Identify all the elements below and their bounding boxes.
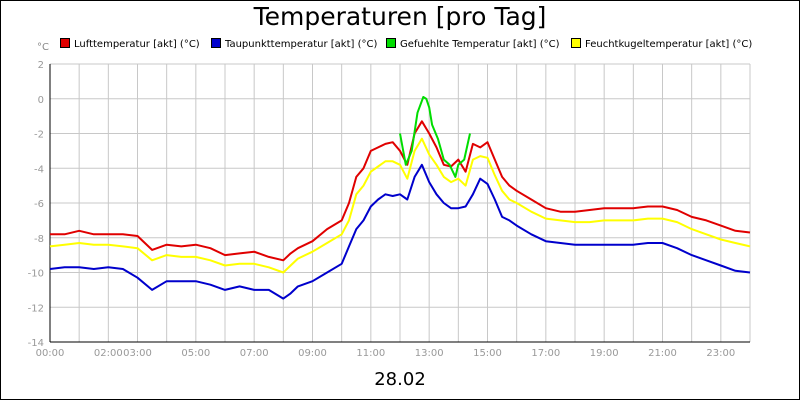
- series-line-feuchtkugeltemperatur: [49, 137, 751, 274]
- series-line-lufttemperatur: [50, 120, 751, 262]
- x-tick-label: 19:00: [590, 348, 619, 359]
- legend-item-lufttemperatur: Lufttemperatur [akt] (°C): [60, 38, 200, 50]
- legend-swatch-feuchtkugeltemperatur: [571, 38, 581, 48]
- y-tick-label: -4: [34, 164, 44, 175]
- x-tick-label: 21:00: [648, 348, 677, 359]
- y-tick-label: -2: [34, 130, 44, 141]
- legend-item-gefuehlte-temperatur: Gefuehlte Temperatur [akt] (°C): [386, 38, 560, 50]
- x-tick-label: 15:00: [473, 348, 502, 359]
- legend-label-feuchtkugeltemperatur: Feuchtkugeltemperatur [akt] (°C): [585, 39, 753, 50]
- y-tick-label: 0: [38, 95, 44, 106]
- x-tick-label: 11:00: [356, 348, 385, 359]
- x-tick-label: 17:00: [531, 348, 560, 359]
- y-tick-label: -10: [28, 269, 44, 280]
- x-axis-date-label: 28.02: [374, 369, 426, 390]
- x-tick-label: 07:00: [240, 348, 269, 359]
- x-tick-label: 03:00: [123, 348, 152, 359]
- legend-label-taupunkttemperatur: Taupunkttemperatur [akt] (°C): [225, 39, 378, 50]
- y-tick-label: -14: [28, 338, 44, 349]
- x-tick-label: 13:00: [415, 348, 444, 359]
- series-line-taupunkttemperatur: [49, 163, 751, 300]
- y-tick-label: -8: [34, 234, 44, 245]
- y-tick-label: -12: [28, 303, 44, 314]
- x-tick-label: 00:00: [36, 348, 65, 359]
- legend-swatch-taupunkttemperatur: [211, 38, 221, 48]
- x-tick-label: 09:00: [298, 348, 327, 359]
- x-tick-label: 02:00: [94, 348, 123, 359]
- legend-item-taupunkttemperatur: Taupunkttemperatur [akt] (°C): [211, 38, 378, 50]
- y-tick-label: 2: [38, 60, 44, 71]
- series-line-gefuehlte: [399, 96, 471, 178]
- legend-swatch-gefuehlte-temperatur: [386, 38, 396, 48]
- x-tick-label: 05:00: [181, 348, 210, 359]
- legend-label-gefuehlte-temperatur: Gefuehlte Temperatur [akt] (°C): [400, 39, 560, 50]
- legend-swatch-lufttemperatur: [60, 38, 70, 48]
- chart-title: Temperaturen [pro Tag]: [253, 2, 547, 31]
- x-tick-label: 23:00: [706, 348, 735, 359]
- legend-label-lufttemperatur: Lufttemperatur [akt] (°C): [74, 39, 200, 50]
- legend-item-feuchtkugeltemperatur: Feuchtkugeltemperatur [akt] (°C): [571, 38, 753, 50]
- y-axis-unit: °C: [37, 42, 49, 53]
- y-tick-label: -6: [34, 199, 44, 210]
